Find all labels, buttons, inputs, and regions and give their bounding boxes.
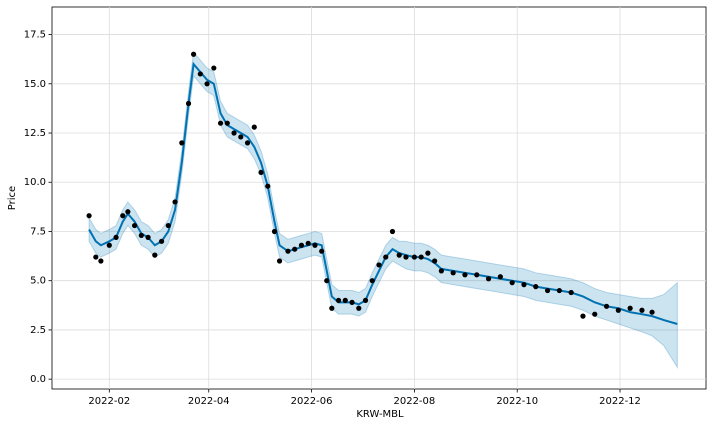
observation — [179, 140, 185, 146]
observation — [298, 242, 305, 248]
observation — [376, 262, 382, 268]
observation — [312, 242, 318, 248]
observation — [86, 213, 92, 219]
observation — [258, 169, 264, 176]
observation — [224, 120, 230, 126]
observation — [329, 305, 335, 311]
observation — [474, 272, 480, 278]
observation — [556, 287, 562, 294]
observation — [580, 313, 586, 319]
y-tick-label: 15.0 — [24, 79, 46, 90]
observation — [305, 240, 311, 246]
x-tick-label: 2022-06 — [291, 396, 333, 407]
observation — [509, 280, 515, 286]
observation — [342, 297, 348, 303]
observation — [389, 228, 396, 235]
x-tick-label: 2022-10 — [496, 396, 538, 407]
observation — [544, 287, 551, 294]
observation — [349, 299, 355, 305]
x-tick-label: 2022-08 — [393, 396, 435, 407]
observation — [204, 81, 210, 87]
observation — [217, 120, 224, 126]
observation — [497, 274, 503, 280]
observation — [383, 254, 389, 260]
observation — [462, 272, 468, 278]
y-tick-label: 12.5 — [24, 128, 46, 139]
observation — [592, 311, 598, 317]
observation — [485, 276, 492, 282]
observation — [98, 258, 104, 264]
x-axis-label: KRW-MBL — [356, 409, 404, 420]
y-tick-label: 10.0 — [24, 177, 46, 188]
observation — [231, 130, 237, 136]
observation — [292, 246, 298, 252]
x-tick-label: 2022-02 — [88, 396, 130, 407]
observation — [568, 289, 574, 296]
observation — [603, 303, 610, 309]
y-tick-label: 0.0 — [30, 374, 46, 385]
y-tick-label: 5.0 — [30, 276, 46, 287]
observation — [93, 254, 99, 260]
observation — [335, 297, 342, 303]
observation — [190, 51, 197, 57]
observation — [244, 140, 251, 146]
observation — [185, 100, 192, 107]
observation — [362, 297, 369, 303]
y-tick-label: 2.5 — [30, 325, 46, 336]
observation — [158, 238, 165, 244]
observation — [396, 252, 402, 258]
observation — [369, 278, 375, 284]
observation — [615, 307, 621, 313]
observation — [324, 278, 330, 284]
x-tick-label: 2022-04 — [188, 396, 230, 407]
observation — [432, 258, 438, 264]
observation — [411, 254, 417, 260]
observation — [627, 305, 633, 311]
y-tick-label: 17.5 — [24, 30, 46, 41]
observation — [138, 232, 144, 239]
observation — [113, 234, 119, 240]
observation — [197, 71, 203, 77]
y-axis-label: Price — [7, 186, 18, 210]
y-tick-label: 7.5 — [30, 226, 46, 237]
observation — [438, 268, 444, 274]
observation — [125, 209, 131, 215]
observation — [271, 228, 278, 235]
observation — [265, 183, 271, 189]
observation — [356, 305, 362, 311]
observation — [425, 250, 431, 256]
observation — [521, 282, 527, 288]
observation — [145, 234, 151, 240]
observation — [152, 252, 158, 258]
observation — [251, 124, 257, 130]
observation — [533, 284, 539, 290]
observation — [238, 134, 244, 140]
observation — [276, 258, 283, 264]
observation — [211, 65, 217, 71]
observation — [649, 309, 655, 315]
x-tick-label: 2022-12 — [599, 396, 641, 407]
plot-area — [51, 6, 707, 390]
observation — [418, 254, 424, 260]
observation — [165, 222, 171, 229]
observation — [131, 222, 138, 229]
observation — [172, 199, 178, 205]
observation — [285, 248, 291, 254]
observation — [450, 270, 456, 276]
observation — [106, 242, 112, 248]
observation — [403, 254, 409, 260]
observation — [639, 307, 645, 313]
observation — [319, 248, 325, 254]
observation — [120, 213, 126, 219]
